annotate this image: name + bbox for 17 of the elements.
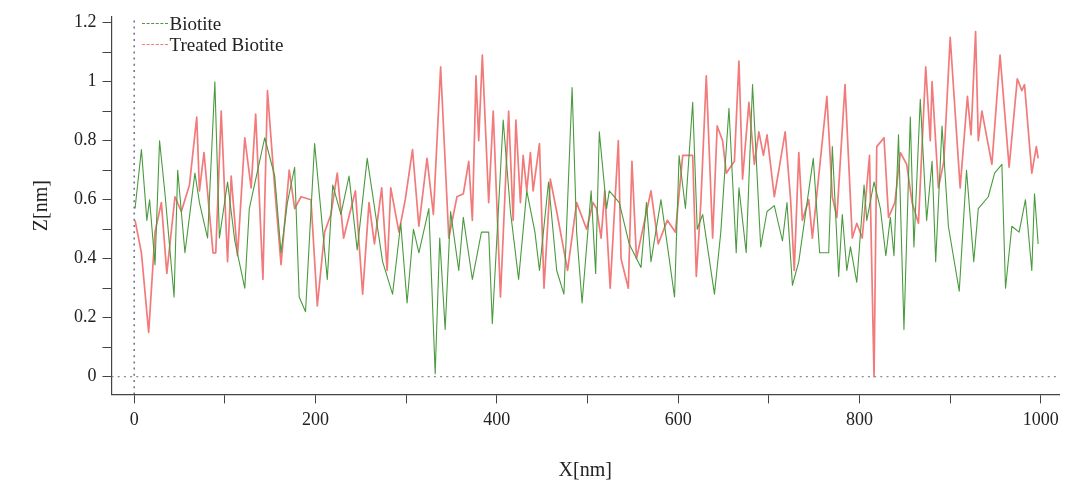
- y-tick-label: 1: [87, 70, 97, 91]
- y-tick-label: 1.2: [74, 11, 97, 32]
- x-tick-label: 200: [302, 408, 330, 429]
- y-tick-label: 0: [87, 365, 97, 386]
- y-tick-label: 0.8: [74, 129, 97, 150]
- legend-label: Biotite: [169, 12, 222, 34]
- x-tick-label: 1000: [1022, 408, 1059, 429]
- y-tick-label: 0.4: [74, 247, 97, 268]
- x-tick-label: 600: [664, 408, 692, 429]
- y-tick-label: 0.2: [74, 306, 97, 327]
- y-tick-label: 0.6: [74, 188, 97, 209]
- x-axis-title: X[nm]: [558, 458, 612, 481]
- y-axis-title: Z[nm]: [29, 180, 52, 232]
- x-tick-label: 800: [846, 408, 874, 429]
- x-tick-label: 400: [483, 408, 511, 429]
- x-tick-label: 0: [129, 408, 139, 429]
- legend-label: Treated Biotite: [169, 33, 284, 55]
